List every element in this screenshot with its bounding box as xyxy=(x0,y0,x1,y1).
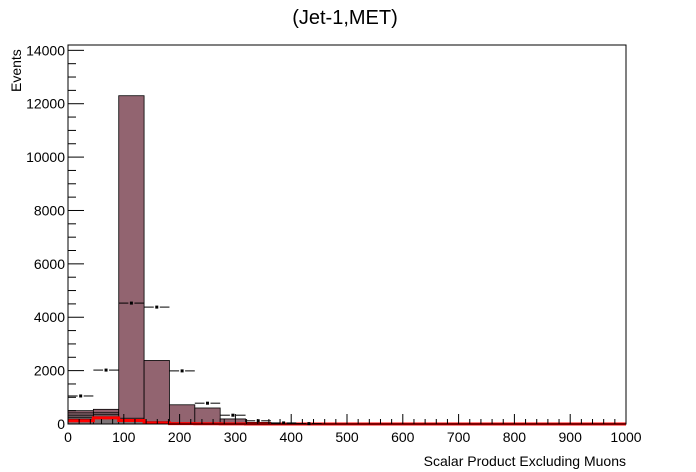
x-tick-label: 400 xyxy=(280,429,304,445)
data-point xyxy=(180,369,184,373)
x-tick-label: 500 xyxy=(335,429,359,445)
histogram-bar xyxy=(118,95,145,425)
y-tick-label: 12000 xyxy=(26,96,65,112)
x-tick-label: 200 xyxy=(168,429,192,445)
y-tick-label: 10000 xyxy=(26,149,65,165)
data-point xyxy=(206,401,209,405)
plot-area xyxy=(67,95,626,426)
chart-title: (Jet-1,MET) xyxy=(292,7,398,29)
data-point xyxy=(129,301,133,305)
x-axis: 0 100 200 300 400 500 600 700 800 900 1000 xyxy=(64,414,642,445)
x-tick-label: 300 xyxy=(224,429,248,445)
histogram-bar xyxy=(194,407,221,425)
y-tick-label: 8000 xyxy=(34,202,65,218)
x-axis-label: Scalar Product Excluding Muons xyxy=(424,453,626,469)
x-tick-label: 600 xyxy=(391,429,415,445)
x-tick-label: 1000 xyxy=(610,429,641,445)
y-tick-label: 2000 xyxy=(34,363,65,379)
data-point xyxy=(104,368,108,372)
y-tick-label: 6000 xyxy=(34,256,65,272)
x-tick-label: 0 xyxy=(64,429,72,445)
y-axis-label: Events xyxy=(8,49,24,92)
data-point xyxy=(256,419,260,423)
x-tick-label: 700 xyxy=(447,429,471,445)
data-point xyxy=(231,413,235,417)
x-tick-label: 900 xyxy=(559,429,583,445)
data-point xyxy=(282,421,286,425)
y-tick-label: 14000 xyxy=(26,42,65,58)
data-point xyxy=(79,394,83,398)
x-tick-label: 100 xyxy=(112,429,136,445)
y-tick-label: 4000 xyxy=(34,309,65,325)
data-point xyxy=(155,305,159,309)
x-tick-label: 800 xyxy=(503,429,527,445)
histogram-bar xyxy=(143,360,170,425)
y-tick-label: 0 xyxy=(57,416,65,432)
y-axis: 0 2000 4000 6000 8000 10000 12000 14000 xyxy=(26,42,84,432)
stack-layer-bar xyxy=(93,418,120,425)
